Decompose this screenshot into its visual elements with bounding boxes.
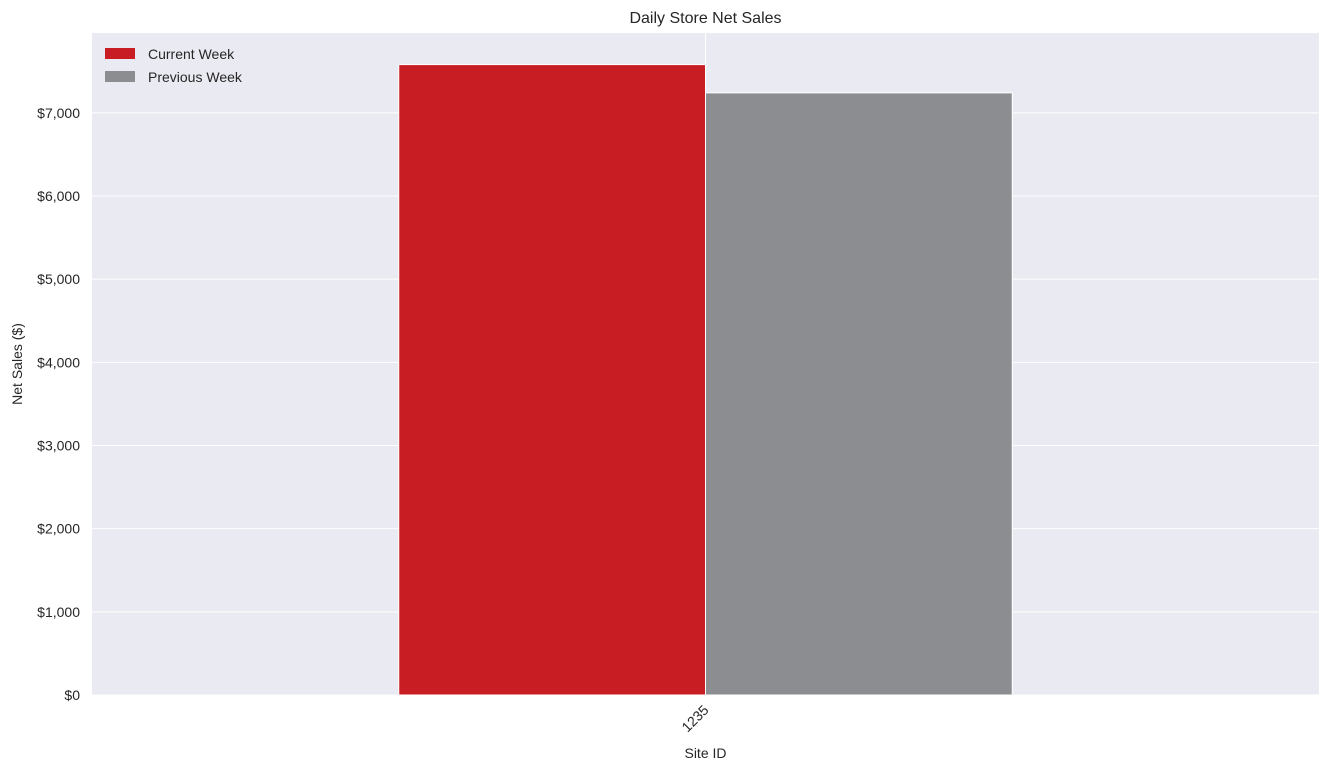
y-tick-label: $1,000 [37, 604, 80, 620]
x-axis-label: Site ID [684, 745, 726, 761]
chart-title: Daily Store Net Sales [629, 10, 781, 27]
bar-previous-week [705, 92, 1013, 696]
x-axis-ticks: 1235 [678, 702, 711, 735]
y-tick-label: $7,000 [37, 105, 80, 121]
y-tick-label: $5,000 [37, 271, 80, 287]
y-axis-label: Net Sales ($) [9, 323, 25, 405]
legend-label: Current Week [148, 46, 235, 62]
bar-current-week [398, 64, 706, 696]
legend-label: Previous Week [148, 69, 243, 85]
legend: Current Week Previous Week [105, 46, 243, 85]
y-tick-label: $2,000 [37, 521, 80, 537]
y-tick-label: $3,000 [37, 438, 80, 454]
y-axis-ticks: $0 $1,000 $2,000 $3,000 $4,000 $5,000 $6,000 $7… [37, 105, 80, 703]
y-tick-label: $6,000 [37, 188, 80, 204]
y-tick-label: $4,000 [37, 354, 80, 370]
legend-swatch [105, 48, 135, 59]
x-tick-label: 1235 [678, 702, 711, 735]
bars [398, 64, 1013, 696]
legend-swatch [105, 71, 135, 82]
y-tick-label: $0 [64, 687, 80, 703]
